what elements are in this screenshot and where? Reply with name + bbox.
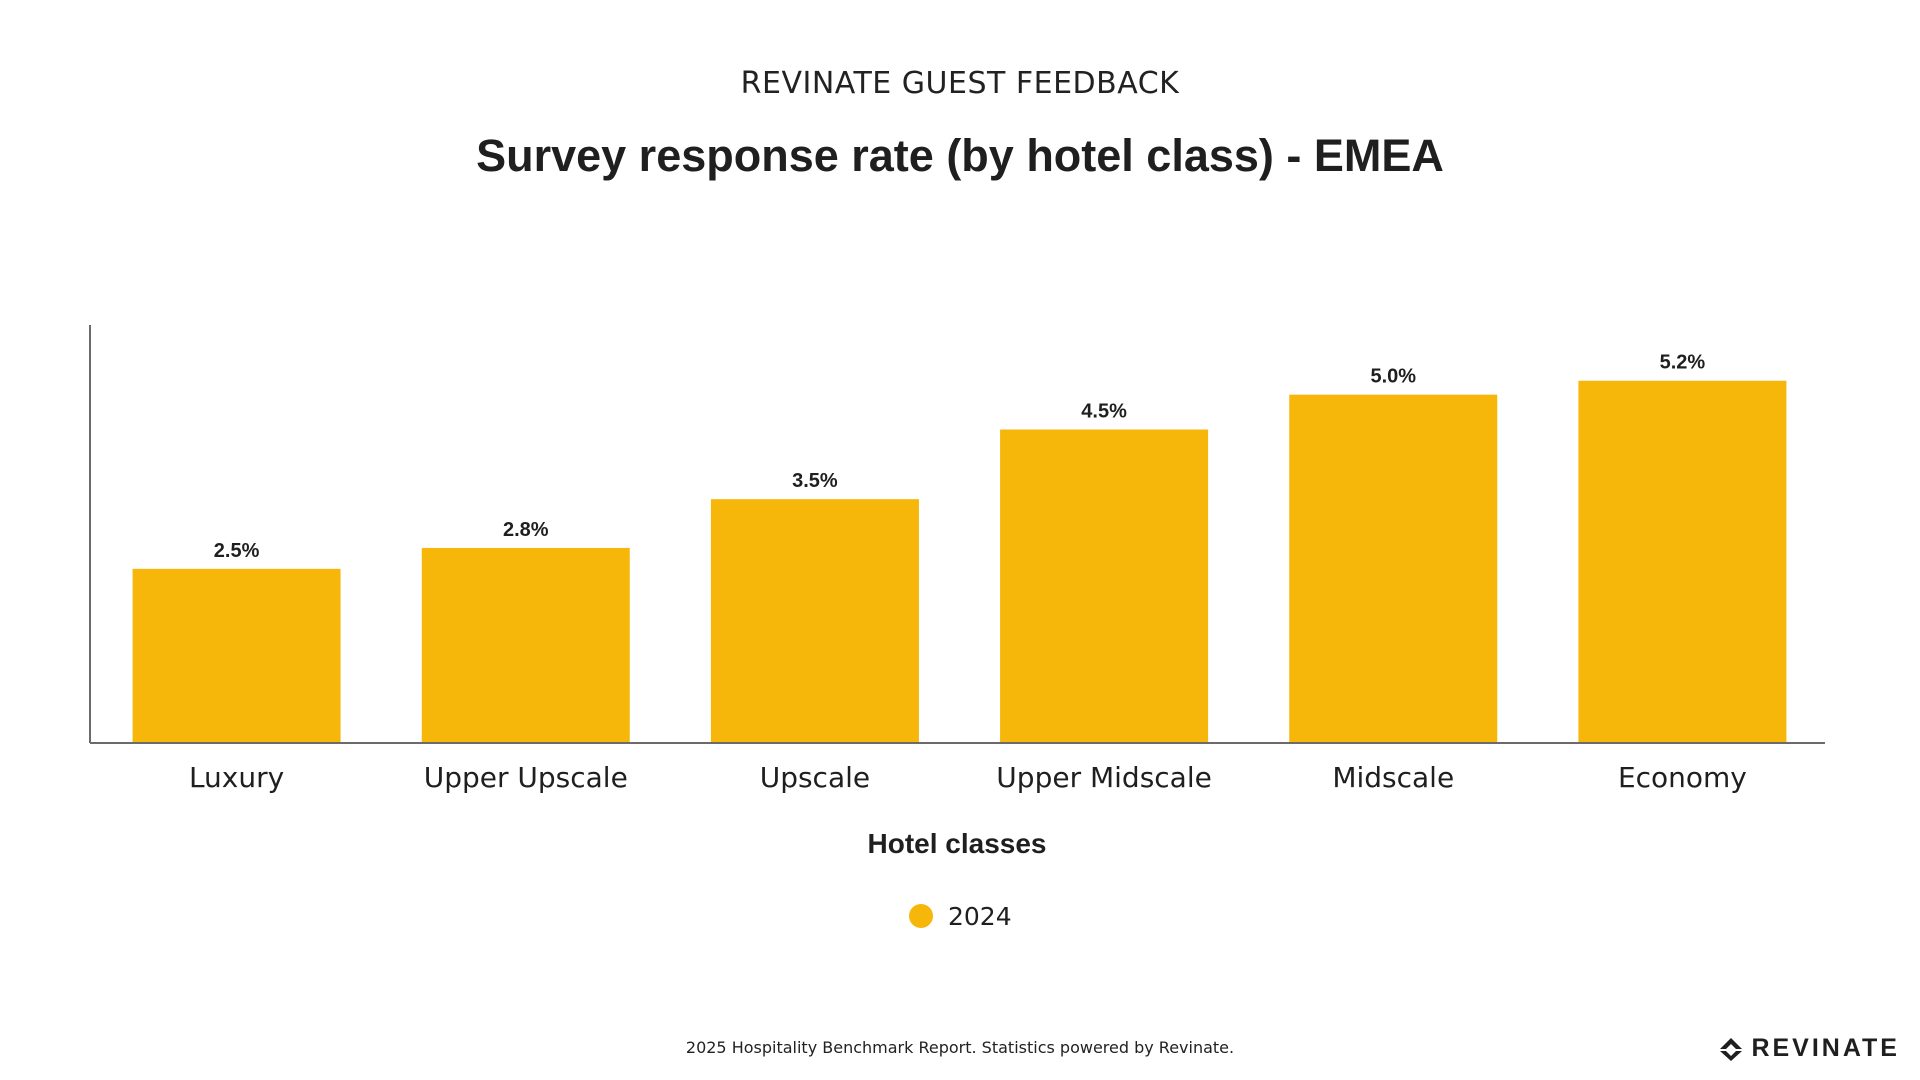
- bar-economy: [1578, 380, 1787, 742]
- report-supertitle: REVINATE GUEST FEEDBACK: [740, 66, 1180, 101]
- chart-title: Survey response rate (by hotel class) - …: [476, 130, 1444, 181]
- x-axis-title: Hotel classes: [868, 828, 1047, 859]
- data-label: 5.0%: [1370, 366, 1416, 388]
- bar-upscale: [710, 499, 919, 742]
- bar-luxury: [132, 568, 341, 742]
- data-label: 2.8%: [503, 519, 549, 541]
- data-label: 3.5%: [792, 470, 838, 492]
- revinate-logo: REVINATE: [1719, 1034, 1900, 1063]
- bar-upper-midscale: [1000, 429, 1209, 742]
- x-tick-label: Luxury: [189, 761, 284, 794]
- legend-label: 2024: [948, 902, 1012, 931]
- x-tick-label: Economy: [1618, 761, 1747, 794]
- x-tick-label: Upper Upscale: [424, 761, 628, 794]
- x-tick-label: Midscale: [1332, 761, 1454, 794]
- data-label: 5.2%: [1660, 352, 1706, 374]
- brand-name: REVINATE: [1751, 1034, 1900, 1062]
- footer-note: 2025 Hospitality Benchmark Report. Stati…: [685, 1038, 1235, 1057]
- data-label: 4.5%: [1081, 401, 1127, 423]
- data-label: 2.5%: [214, 540, 260, 562]
- x-tick-label: Upscale: [760, 761, 870, 794]
- legend-marker: [909, 904, 933, 928]
- x-tick-label: Upper Midscale: [996, 761, 1212, 794]
- bar-midscale: [1289, 394, 1498, 742]
- revinate-logo-icon: [1720, 1037, 1743, 1061]
- bar-upper-upscale: [421, 547, 630, 742]
